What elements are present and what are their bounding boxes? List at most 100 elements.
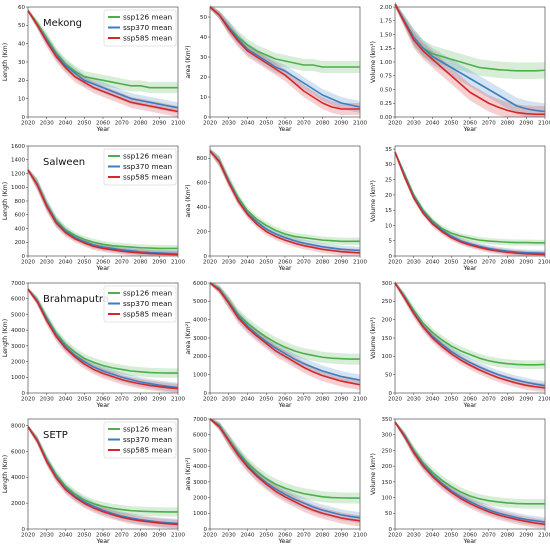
x-tick-label: 2080 bbox=[316, 260, 330, 266]
x-tick-label: 2020 bbox=[203, 397, 217, 403]
x-tick-label: 2060 bbox=[463, 533, 477, 539]
x-axis-label: Year bbox=[462, 538, 477, 545]
chart-panel-4-3: 2020 2030 2040 2050 2060 2070 2080 2090 2100 0 50 1… bbox=[370, 417, 550, 545]
x-tick-label: 2020 bbox=[21, 397, 35, 403]
band-ssp585 bbox=[28, 287, 178, 393]
x-tick-label: 2070 bbox=[115, 397, 129, 403]
x-tick-label: 2030 bbox=[222, 533, 236, 539]
x-tick-label: 2050 bbox=[259, 260, 273, 266]
legend-entry: ssp585 mean bbox=[123, 446, 172, 455]
band-ssp126 bbox=[210, 148, 360, 245]
x-tick-label: 2060 bbox=[278, 260, 292, 266]
legend-entry: ssp126 mean bbox=[123, 13, 172, 22]
region-label: Brahmaputra bbox=[43, 294, 109, 305]
x-tick-label: 2030 bbox=[222, 121, 236, 127]
y-tick-label: 0 bbox=[22, 527, 26, 533]
line-ssp585 bbox=[394, 3, 545, 116]
x-tick-label: 2080 bbox=[316, 121, 330, 127]
y-tick-label: 1600 bbox=[11, 144, 25, 150]
x-tick-label: 2080 bbox=[134, 533, 148, 539]
y-tick-label: 0 bbox=[204, 254, 208, 260]
y-tick-label: 350 bbox=[382, 417, 393, 423]
x-tick-label: 2090 bbox=[334, 260, 348, 266]
x-tick-label: 2100 bbox=[171, 533, 185, 539]
x-tick-label: 2050 bbox=[444, 397, 458, 403]
y-tick-label: 30 bbox=[385, 162, 392, 168]
x-tick-label: 2050 bbox=[259, 533, 273, 539]
band-ssp370 bbox=[28, 8, 178, 114]
y-tick-label: 5000 bbox=[193, 448, 207, 454]
line-ssp126 bbox=[209, 150, 360, 243]
y-tick-label: 2000 bbox=[193, 495, 207, 501]
y-tick-label: 50 bbox=[18, 23, 25, 29]
y-tick-label: 1000 bbox=[193, 373, 207, 379]
y-tick-label: 7000 bbox=[193, 417, 207, 423]
y-tick-label: 300 bbox=[382, 433, 393, 439]
y-tick-label: 6000 bbox=[193, 281, 207, 287]
plot-frame bbox=[209, 418, 361, 530]
y-tick-label: 200 bbox=[15, 240, 26, 246]
band-ssp370 bbox=[210, 5, 360, 113]
x-tick-label: 2030 bbox=[407, 121, 421, 127]
y-tick-label: 2.00 bbox=[380, 5, 393, 11]
y-tick-label: 400 bbox=[15, 226, 26, 232]
y-axis-label: area (Km²) bbox=[185, 457, 192, 490]
region-label: Mekong bbox=[43, 18, 82, 29]
x-tick-label: 2100 bbox=[171, 260, 185, 266]
line-ssp585 bbox=[394, 282, 546, 389]
y-tick-label: 8000 bbox=[11, 423, 25, 429]
band-ssp370 bbox=[210, 281, 360, 386]
y-tick-label: 300 bbox=[382, 281, 393, 287]
line-ssp370 bbox=[394, 3, 546, 113]
x-tick-label: 2070 bbox=[297, 397, 311, 403]
x-tick-label: 2040 bbox=[426, 533, 440, 539]
x-tick-label: 2090 bbox=[152, 397, 166, 403]
y-tick-label: 1.25 bbox=[380, 46, 393, 52]
x-tick-label: 2060 bbox=[278, 397, 292, 403]
x-tick-label: 2040 bbox=[241, 397, 255, 403]
band-ssp370 bbox=[395, 420, 545, 527]
x-tick-label: 2040 bbox=[426, 260, 440, 266]
chart-panel-3-3: 2020 2030 2040 2050 2060 2070 2080 2090 2100 0 50 1… bbox=[370, 281, 550, 409]
x-tick-label: 2020 bbox=[203, 121, 217, 127]
y-tick-label: 400 bbox=[197, 205, 208, 211]
region-label: SETP bbox=[43, 430, 68, 441]
x-tick-label: 2020 bbox=[203, 533, 217, 539]
x-tick-label: 2030 bbox=[40, 260, 54, 266]
chart-panel-2-3: 2020203020402050206020702080209021000510… bbox=[370, 145, 550, 272]
y-tick-label: 150 bbox=[382, 336, 393, 342]
y-axis-label: Volume (km³) bbox=[370, 317, 377, 359]
y-tick-label: 800 bbox=[197, 156, 208, 162]
y-tick-label: 25 bbox=[385, 178, 392, 184]
x-tick-label: 2040 bbox=[241, 260, 255, 266]
x-tick-label: 2090 bbox=[152, 260, 166, 266]
x-tick-label: 2030 bbox=[222, 260, 236, 266]
x-tick-label: 2020 bbox=[388, 121, 402, 127]
plot-frame bbox=[209, 6, 361, 118]
y-tick-label: 0 bbox=[204, 115, 208, 121]
x-tick-label: 2090 bbox=[152, 121, 166, 127]
y-axis-label: Length (Km) bbox=[2, 319, 9, 357]
y-axis-label: area (Km²) bbox=[185, 184, 192, 217]
y-tick-label: 0 bbox=[204, 391, 208, 397]
y-tick-label: 4000 bbox=[11, 328, 25, 334]
y-tick-label: 0 bbox=[204, 527, 208, 533]
legend-entry: ssp585 mean bbox=[123, 173, 172, 182]
y-tick-label: 50 bbox=[200, 15, 207, 21]
y-tick-label: 50 bbox=[385, 511, 392, 517]
x-tick-label: 2050 bbox=[77, 533, 91, 539]
y-tick-label: 2000 bbox=[11, 359, 25, 365]
x-tick-label: 2020 bbox=[203, 260, 217, 266]
y-axis-label: Length (Km) bbox=[2, 43, 9, 81]
y-tick-label: 250 bbox=[382, 299, 393, 305]
line-ssp126 bbox=[394, 282, 546, 366]
x-tick-label: 2080 bbox=[316, 397, 330, 403]
x-axis-label: Year bbox=[462, 265, 477, 272]
y-tick-label: 600 bbox=[15, 213, 26, 219]
y-tick-label: 40 bbox=[18, 42, 25, 48]
chart-panel-3-1: 2020 2030 2040 2050 2060 2070 2080 2090 2100 0 100… bbox=[2, 281, 185, 409]
band-ssp585 bbox=[395, 420, 545, 529]
x-tick-label: 2090 bbox=[334, 533, 348, 539]
y-tick-label: 20 bbox=[18, 78, 25, 84]
